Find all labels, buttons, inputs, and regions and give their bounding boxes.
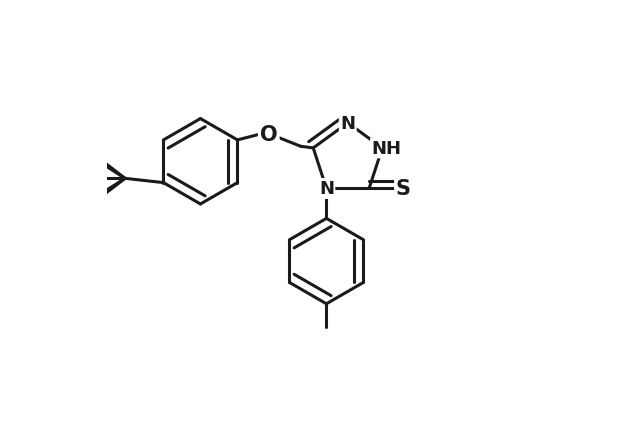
Text: NH: NH bbox=[372, 140, 401, 158]
Text: O: O bbox=[260, 124, 278, 144]
Text: N: N bbox=[340, 115, 355, 132]
Text: N: N bbox=[319, 180, 334, 198]
Text: S: S bbox=[396, 179, 411, 199]
